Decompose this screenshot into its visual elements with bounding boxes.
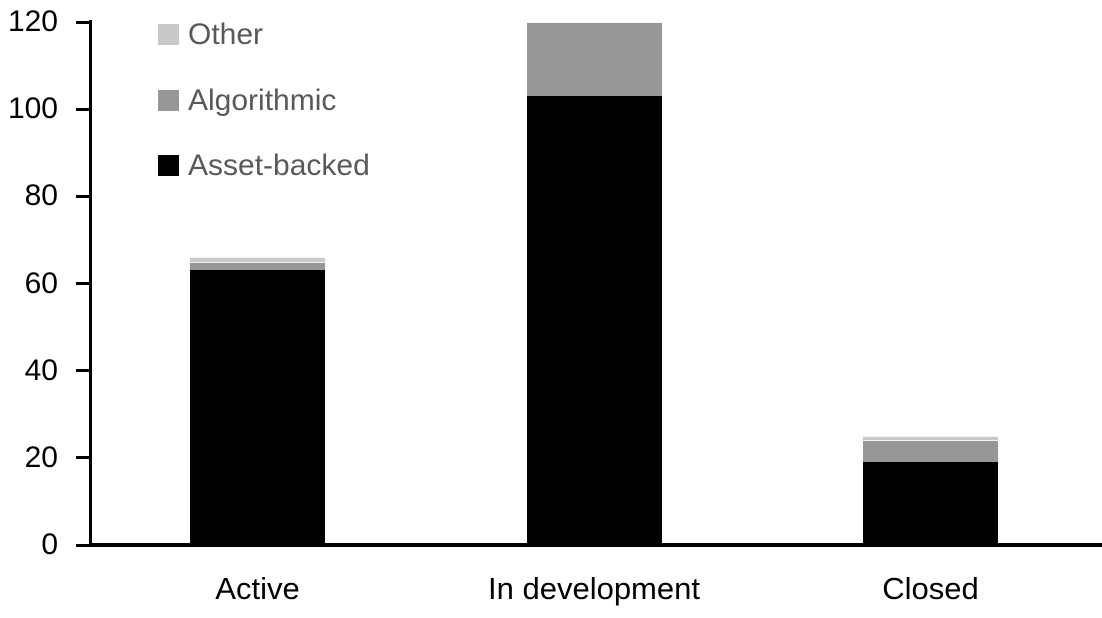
y-tick-label: 80	[24, 179, 58, 213]
y-tick-mark	[76, 369, 90, 373]
legend-swatch-icon	[158, 24, 179, 45]
bar-segment-asset-backed	[190, 270, 325, 545]
y-axis-line	[89, 20, 92, 547]
category-label-active: Active	[215, 571, 300, 606]
y-tick-label: 40	[24, 353, 58, 387]
y-tick-label: 0	[41, 528, 58, 561]
y-tick-mark	[76, 20, 90, 24]
y-tick-mark	[76, 282, 90, 285]
y-tick-label: 60	[24, 266, 58, 300]
legend-item-other: Other	[158, 18, 264, 51]
y-tick-label: 100	[7, 92, 58, 126]
bar-segment-algorithmic	[527, 22, 662, 97]
bar-segment-asset-backed	[527, 96, 662, 545]
bar-segment-algorithmic	[190, 261, 325, 271]
category-label-in-development: In development	[488, 571, 700, 606]
legend-label: Other	[188, 18, 264, 51]
y-tick-label: 20	[24, 440, 58, 474]
bar-segment-other	[190, 257, 325, 262]
y-tick-mark	[76, 456, 90, 460]
bar-segment-algorithmic	[863, 440, 998, 463]
legend-label: Algorithmic	[188, 83, 337, 117]
bar-active	[190, 257, 325, 545]
x-axis-line	[89, 543, 1102, 547]
bar-segment-other	[863, 436, 998, 441]
y-tick-mark	[76, 194, 90, 198]
y-tick-mark	[76, 543, 90, 547]
bar-segment-asset-backed	[863, 462, 998, 545]
y-tick-mark	[76, 107, 90, 111]
legend-label: Asset-backed	[188, 149, 370, 182]
category-label-closed: Closed	[882, 571, 979, 606]
y-tick-label: 120	[7, 5, 58, 38]
bar-closed	[863, 436, 998, 545]
legend-item-asset-backed: Asset-backed	[158, 149, 370, 182]
legend-swatch-icon	[158, 155, 179, 176]
legend-swatch-icon	[158, 89, 179, 111]
legend-item-algorithmic: Algorithmic	[158, 83, 337, 117]
bar-in-development	[527, 22, 662, 545]
